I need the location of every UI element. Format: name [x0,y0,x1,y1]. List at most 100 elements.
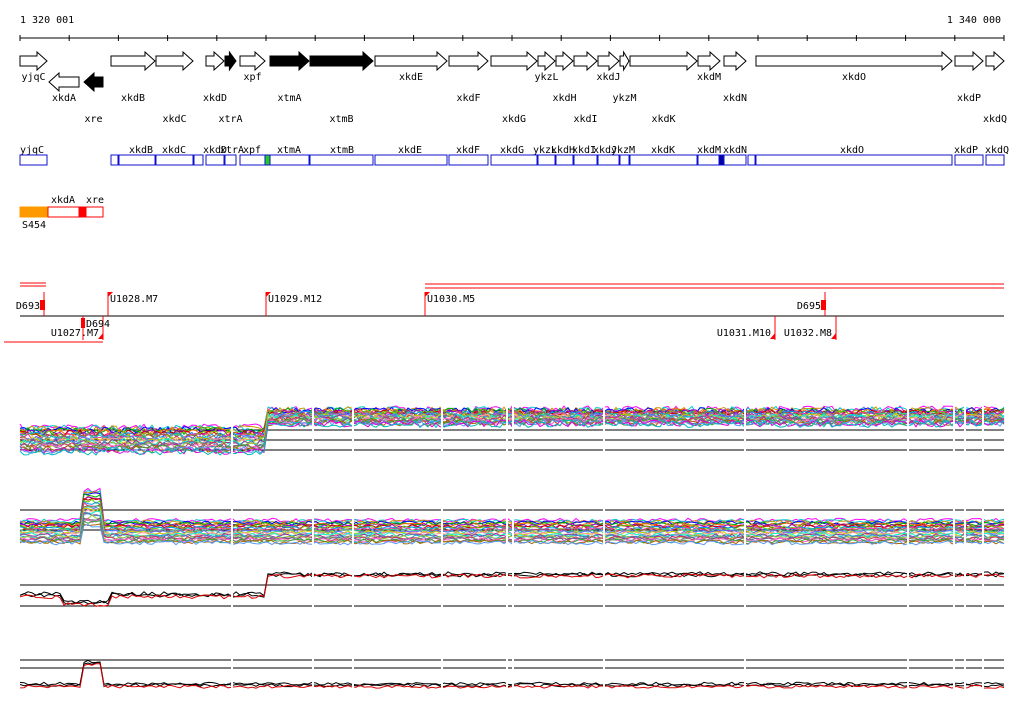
promoter-bar [79,206,87,218]
gene-arrow [269,50,310,72]
gene-arrow [155,50,194,72]
gene-arrow [597,50,620,72]
feature-box [110,154,119,166]
segment-flag [40,300,45,310]
gene-track: yjqC xkdA xre xkdB xkdC xkdD xtrA xpf xtmA xtmB xk… [19,50,1007,125]
feature-label: xkdG [500,145,524,156]
feature-box [155,154,194,166]
gene-arrow [755,50,953,72]
feature-box [490,154,538,166]
promoter-bar [47,206,80,218]
gene-arrow [555,50,574,72]
feature-label: yjqC [20,145,44,156]
feature-box [239,154,266,166]
gene-arrow [490,50,538,72]
gene-arrow [954,50,984,72]
feature-label: xtrA [220,145,244,156]
feature-label: xkdJ [593,145,617,156]
gene-label: xkdP [957,93,981,104]
gene-label: xtmB [329,114,353,125]
gene-label: xkdA [52,93,76,104]
promoter-label: xre [86,195,104,206]
feature-box [193,154,204,166]
promoter-label: xkdA [51,195,75,206]
gene-label: xpf [243,72,261,83]
gene-label: xkdC [162,114,186,125]
segment-flag [425,292,430,297]
feature-box [573,154,598,166]
gene-arrow [374,50,448,72]
ruler-ticks [19,35,1005,41]
feature-box [118,154,156,166]
promoter-track: xkdA xre S454 [19,195,104,231]
feature-box [629,154,698,166]
gene-label: xre [84,114,102,125]
gene-arrow [205,50,225,72]
segment-label: U1029.M12 [268,294,322,305]
gene-arrow [573,50,598,72]
segment-label: U1032.M8 [784,328,832,339]
feature-box [205,154,225,166]
feature-box [954,154,984,166]
gene-label: xkdM [697,72,721,83]
feature-box [269,154,310,166]
expression-panel [19,565,1005,610]
feature-label: xtmB [330,145,354,156]
gene-arrow [619,50,630,72]
gene-label: xkdJ [596,72,620,83]
feature-box [264,154,271,166]
feature-label: xkdK [651,145,675,156]
segment-label: D693 [16,301,40,312]
gene-arrow [537,50,556,72]
ruler-start-label: 1 320 001 [20,15,74,26]
gene-arrow [697,50,721,72]
gene-arrow [309,50,374,72]
feature-box [747,154,756,166]
feature-label: xkdB [129,145,153,156]
gene-arrow [83,71,104,93]
feature-box [374,154,448,166]
segment-flag [821,300,826,310]
segment-label: U1031.M10 [717,328,771,339]
gene-label: xkdK [651,114,675,125]
segment-flag [98,333,103,339]
gene-label: xkdO [842,72,866,83]
feature-box [537,154,556,166]
feature-box [619,154,630,166]
expression-panel [19,395,1005,462]
segment-flag [770,333,775,339]
feature-label: ykzM [611,145,635,156]
feature-box [555,154,574,166]
coordinate-ruler: 1 320 001 1 340 000 [19,15,1005,41]
segment-flag [81,318,85,328]
segment-label: U1030.M5 [427,294,475,305]
segment-flag [266,292,271,297]
gene-label: xkdN [723,93,747,104]
feature-label: xkdO [840,145,864,156]
feature-box [224,154,237,166]
feature-box [448,154,489,166]
gene-label: xkdF [456,93,480,104]
feature-box [19,154,48,166]
feature-label: xkdE [398,145,422,156]
gene-label: xkdD [203,93,227,104]
segment-label: U1028.M7 [110,294,158,305]
feature-label: xkdP [954,145,978,156]
gene-label: xkdG [502,114,526,125]
feature-label: xkdN [723,145,747,156]
gene-label: xkdB [121,93,145,104]
gene-arrow [723,50,747,72]
segment-label: D694 [86,319,110,330]
feature-box [309,154,374,166]
feature-label: xkdC [162,145,186,156]
gene-label: ykzL [534,72,558,83]
promoter-label: S454 [22,220,46,231]
gene-arrow [239,50,266,72]
segment-label: U1027.M7 [51,328,99,339]
feature-label: xkdM [697,145,721,156]
gene-label: yjqC [21,72,45,83]
feature-label: xkdF [456,145,480,156]
gene-arrow [224,50,237,72]
gene-label: xtmA [277,93,301,104]
